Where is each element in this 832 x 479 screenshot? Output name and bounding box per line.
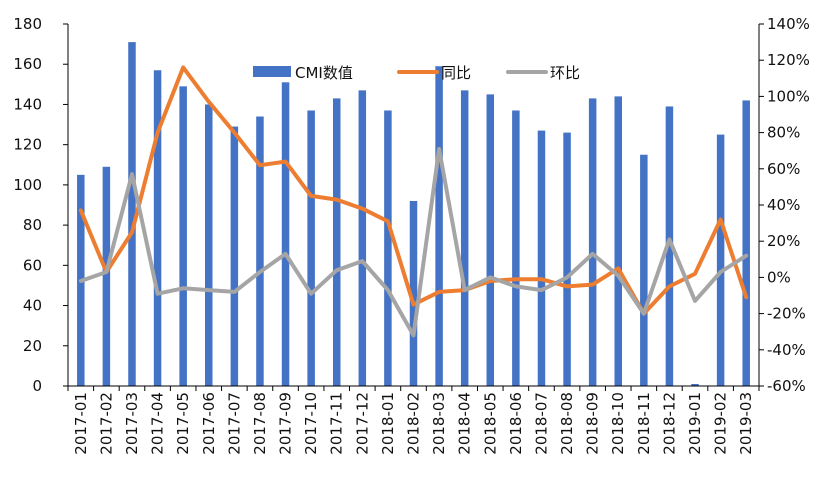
x-tick-label: 2017-09 [277, 392, 295, 455]
x-tick-label: 2018-10 [609, 392, 627, 455]
y-left-tick-label: 60 [23, 256, 42, 274]
bar-2018-09 [588, 98, 597, 387]
bar-2017-06 [205, 104, 213, 386]
bar-2018-11 [640, 154, 648, 386]
x-tick-label: 2018-01 [379, 392, 397, 455]
y-left-tick-label: 140 [13, 95, 42, 113]
y-right-tick-label: 0% [767, 268, 791, 286]
bar-2017-03 [128, 42, 136, 386]
y-right-tick-label: 20% [767, 232, 800, 250]
y-left-tick-label: 40 [23, 297, 42, 315]
bar-2017-12 [358, 90, 367, 386]
bar-2017-05 [179, 86, 187, 386]
y-left-tick-label: 20 [23, 337, 42, 355]
y-right-tick-label: 40% [767, 196, 800, 214]
y-left-tick-label: 0 [32, 377, 42, 395]
bar-2017-07 [230, 126, 239, 387]
legend: CMI数值 同比 环比 [253, 64, 580, 82]
legend-label-yoy: 同比 [441, 64, 471, 82]
y-right-tick-label: 60% [767, 160, 800, 178]
y-right-tick-label: -40% [767, 341, 806, 359]
bar-2019-01 [691, 383, 699, 386]
x-tick-label: 2018-03 [430, 392, 448, 455]
x-tick-label: 2017-03 [123, 392, 141, 455]
x-tick-label: 2018-07 [532, 392, 550, 455]
bar-2017-09 [281, 82, 290, 387]
x-tick-label: 2018-06 [507, 392, 525, 455]
x-tick-label: 2018-04 [456, 392, 474, 455]
axes: 0 20 40 60 80 100 120 140 160 180 -60% -40% -20% 0% 20… [13, 15, 810, 455]
y-right-tick-label: -60% [767, 377, 806, 395]
x-tick-label: 2018-05 [481, 392, 499, 455]
x-tick-label: 2018-12 [660, 392, 678, 455]
bar-series-cmi [77, 42, 750, 387]
y-left-tick-label: 180 [13, 15, 42, 33]
y-right-tick-label: 80% [767, 124, 800, 142]
bar-2018-04 [460, 90, 469, 386]
bar-2017-02 [102, 166, 111, 386]
y-right-tick-label: -20% [767, 305, 806, 323]
x-tick-label: 2017-08 [251, 392, 269, 455]
x-tick-label: 2017-07 [225, 392, 243, 455]
legend-swatch-cmi [253, 66, 291, 77]
bar-2018-06 [512, 110, 520, 386]
y-left-tick-label: 80 [23, 216, 42, 234]
y-right-tick-label: 120% [767, 51, 810, 69]
y-right-tick-label: 100% [767, 87, 810, 105]
x-tick-label: 2017-06 [200, 392, 218, 455]
bar-2018-10 [614, 96, 622, 387]
bar-2019-02 [716, 134, 725, 386]
y-left-tick-label: 120 [13, 136, 42, 154]
y-left-tick-label: 160 [13, 55, 42, 73]
x-tick-label: 2018-08 [558, 392, 576, 455]
y-right-tick-label: 140% [767, 15, 810, 33]
x-tick-label: 2018-02 [405, 392, 423, 455]
x-tick-label: 2018-09 [584, 392, 602, 455]
x-tick-label: 2017-04 [149, 392, 167, 455]
bar-2018-07 [537, 130, 546, 386]
bar-2019-03 [742, 100, 750, 386]
x-tick-label: 2019-02 [712, 392, 730, 455]
x-tick-label: 2017-05 [174, 392, 192, 455]
bar-2018-03 [435, 66, 443, 386]
x-tick-label: 2017-01 [72, 392, 90, 455]
x-tick-label: 2017-02 [97, 392, 115, 455]
y-left-tick-label: 100 [13, 176, 42, 194]
legend-label-mom: 环比 [550, 64, 580, 82]
bar-2018-01 [384, 110, 392, 386]
x-tick-label: 2018-11 [635, 392, 653, 455]
bar-2018-12 [665, 106, 674, 386]
bar-2018-05 [486, 94, 495, 386]
bar-2017-10 [307, 110, 315, 386]
x-tick-label: 2017-12 [353, 392, 371, 455]
x-tick-label: 2017-10 [302, 392, 320, 455]
bar-2018-08 [563, 132, 571, 386]
legend-label-cmi: CMI数值 [295, 64, 353, 82]
bar-2017-08 [256, 116, 264, 386]
x-tick-label: 2017-11 [328, 392, 346, 455]
bar-2018-02 [409, 200, 418, 386]
x-tick-label: 2019-01 [686, 392, 704, 455]
x-tick-label: 2019-03 [737, 392, 755, 455]
line-series [78, 65, 749, 338]
bar-2017-04 [153, 70, 162, 386]
bar-2017-11 [332, 98, 341, 387]
